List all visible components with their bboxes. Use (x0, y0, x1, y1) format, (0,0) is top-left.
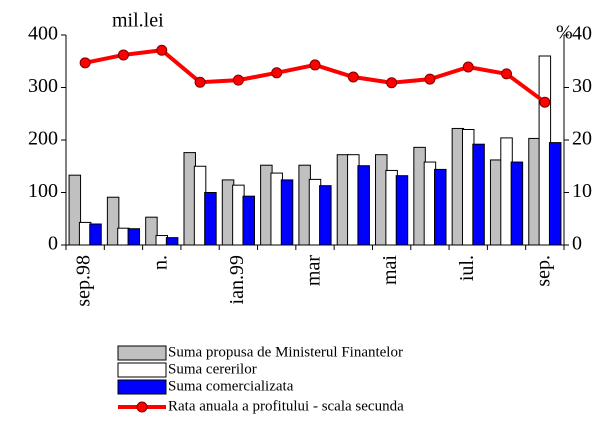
y2-axis-label: % (556, 22, 573, 44)
bar (434, 168, 447, 246)
bar (357, 165, 370, 246)
bar (270, 172, 283, 246)
y2-tick-label: 20 (572, 128, 592, 150)
x-tick-label: mar (303, 255, 325, 286)
bar (395, 175, 409, 246)
bar (423, 161, 437, 246)
bar (280, 179, 294, 246)
y2-tick-label: 30 (572, 75, 592, 97)
line-marker (386, 77, 398, 89)
legend-label: Rata anuala a profitului - scala secunda (168, 398, 404, 414)
bar (298, 164, 311, 246)
y2-tick-label: 40 (572, 23, 592, 45)
line-marker (156, 44, 168, 56)
line-marker (539, 96, 551, 108)
legend-swatch (117, 345, 167, 361)
bar (308, 178, 322, 246)
bar (204, 192, 217, 246)
line-marker (79, 57, 91, 69)
bar (127, 228, 141, 246)
y-tick-label: 100 (28, 180, 58, 202)
x-tick-label: sep. (532, 255, 554, 287)
line-marker (501, 68, 513, 80)
bar (319, 185, 332, 246)
legend-swatch (117, 362, 167, 378)
legend-label: Suma comercializata (168, 378, 294, 394)
line-marker (194, 76, 206, 88)
line (84, 48, 547, 104)
bar (489, 159, 503, 246)
bar (183, 152, 196, 246)
bar (413, 146, 426, 246)
bar (548, 142, 562, 246)
bar (472, 143, 485, 246)
bar (375, 154, 388, 246)
bar (165, 237, 179, 246)
bar (89, 223, 102, 246)
bar (385, 169, 398, 246)
bar (510, 161, 524, 246)
legend-marker (136, 401, 148, 413)
bar (500, 137, 513, 246)
line-marker (462, 61, 474, 73)
bar (78, 221, 92, 246)
y2-tick-label: 10 (572, 180, 592, 202)
x-tick-label: mai (379, 255, 401, 285)
line-marker (232, 74, 244, 86)
line-marker (117, 49, 129, 61)
bar (451, 127, 465, 246)
y-axis-label: mil.lei (112, 10, 164, 32)
line-marker (347, 71, 359, 83)
bar (117, 227, 130, 246)
bar (106, 196, 120, 246)
y-tick-label: 300 (28, 75, 58, 97)
bar (232, 184, 245, 246)
legend-label: Suma cererilor (168, 361, 257, 377)
bar (221, 179, 235, 246)
x-tick-label: iul. (456, 255, 478, 281)
bar (242, 195, 255, 246)
line-marker (309, 59, 321, 71)
bar (260, 164, 273, 246)
bar (145, 216, 158, 246)
legend-swatch (117, 379, 167, 395)
x-tick-label: ian.99 (226, 255, 248, 304)
x-tick-label: n. (149, 255, 171, 270)
y-tick-label: 0 (48, 233, 58, 255)
bar (336, 154, 350, 246)
bar (193, 165, 207, 246)
bar (528, 137, 541, 246)
bar (68, 174, 82, 246)
legend-label: Suma propusa de Ministerul Finantelor (168, 344, 403, 360)
bar (538, 55, 552, 246)
bar (347, 154, 360, 246)
y2-tick-label: 0 (572, 233, 582, 255)
y-tick-label: 200 (28, 128, 58, 150)
bar (461, 129, 475, 246)
line-marker (271, 67, 283, 79)
bar (155, 235, 169, 246)
y-tick-label: 400 (28, 23, 58, 45)
x-tick-label: sep.98 (73, 255, 95, 307)
line-marker (424, 73, 436, 85)
